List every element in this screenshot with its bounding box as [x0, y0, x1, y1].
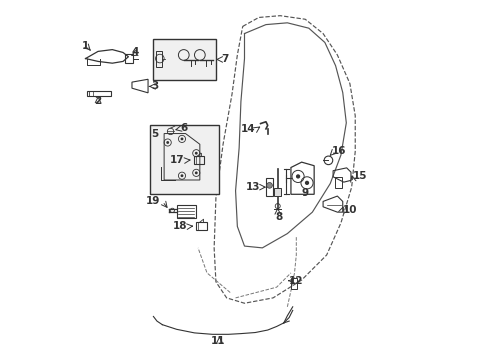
Text: 9: 9 [301, 188, 308, 198]
Circle shape [194, 171, 197, 174]
Text: 11: 11 [211, 337, 225, 346]
Circle shape [295, 174, 300, 179]
Text: 3: 3 [151, 81, 159, 91]
Circle shape [166, 141, 169, 144]
Text: 12: 12 [288, 276, 303, 286]
Text: 6: 6 [180, 123, 187, 133]
Text: 7: 7 [221, 54, 228, 64]
Text: 1: 1 [82, 41, 89, 51]
Text: 5: 5 [151, 129, 159, 139]
Text: 13: 13 [245, 182, 259, 192]
Text: 15: 15 [352, 171, 366, 181]
Circle shape [180, 174, 183, 177]
Text: 2: 2 [94, 96, 102, 107]
Circle shape [304, 181, 308, 185]
FancyBboxPatch shape [149, 125, 219, 194]
Circle shape [266, 183, 272, 188]
Text: 8: 8 [275, 212, 282, 222]
Circle shape [194, 152, 197, 155]
Text: 14: 14 [240, 124, 255, 134]
Text: 4: 4 [132, 47, 139, 57]
Text: 17: 17 [170, 156, 184, 165]
Circle shape [180, 138, 183, 140]
Text: 18: 18 [172, 221, 187, 231]
FancyBboxPatch shape [274, 188, 281, 196]
Text: 19: 19 [146, 197, 160, 206]
Text: 16: 16 [331, 147, 346, 157]
Text: 10: 10 [342, 205, 357, 215]
FancyBboxPatch shape [153, 39, 216, 80]
